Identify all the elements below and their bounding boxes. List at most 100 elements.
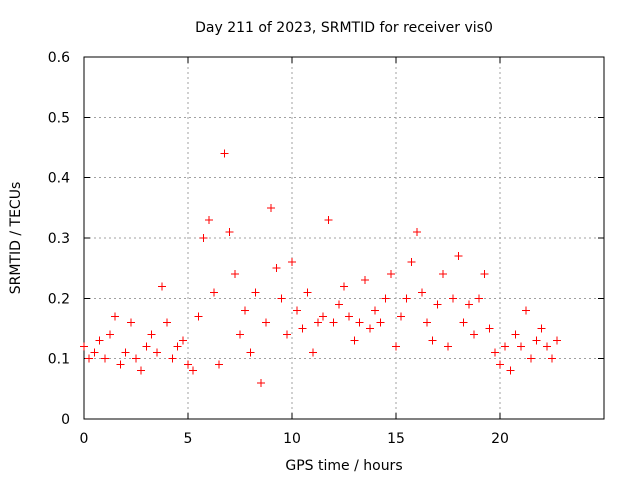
data-point-0-19 — [178, 336, 187, 345]
data-point-0-37 — [272, 264, 281, 273]
data-point-0-75 — [470, 330, 478, 339]
data-point-0-7 — [116, 360, 125, 369]
data-point-0-28 — [225, 227, 234, 236]
data-point-0-9 — [126, 318, 135, 327]
y-tick-label-2: 0.2 — [48, 291, 70, 307]
data-point-0-27 — [220, 149, 229, 158]
data-point-0-4 — [100, 354, 109, 363]
data-point-0-78 — [485, 324, 494, 333]
data-point-0-53 — [355, 318, 364, 327]
data-point-0-51 — [345, 312, 354, 321]
data-point-0-10 — [132, 354, 140, 363]
data-point-0-58 — [381, 294, 390, 303]
data-point-0-40 — [288, 258, 296, 267]
data-point-0-1 — [85, 354, 94, 363]
data-point-0-42 — [298, 324, 307, 333]
data-point-0-55 — [366, 324, 374, 333]
data-point-0-84 — [516, 342, 525, 351]
data-point-0-76 — [475, 294, 484, 303]
chart-title: Day 211 of 2023, SRMTID for receiver vis… — [195, 20, 493, 36]
x-tick-label-4: 20 — [491, 431, 509, 447]
data-point-0-68 — [433, 300, 442, 309]
data-point-0-62 — [402, 294, 411, 303]
y-tick-label-4: 0.4 — [48, 171, 70, 187]
data-point-0-46 — [319, 312, 328, 321]
data-point-0-83 — [511, 330, 520, 339]
y-tick-label-0: 0 — [61, 412, 70, 428]
data-point-0-57 — [376, 318, 385, 327]
data-point-0-48 — [329, 318, 338, 327]
x-tick-label-2: 10 — [283, 431, 301, 447]
data-point-0-60 — [392, 342, 400, 351]
x-tick-label-0: 0 — [80, 431, 89, 447]
data-point-0-56 — [371, 306, 380, 315]
data-point-0-90 — [548, 354, 556, 363]
data-point-0-29 — [230, 270, 239, 279]
data-point-0-18 — [173, 342, 182, 351]
y-axis: 0 0.1 0.2 0.3 0.4 0.5 0.6 — [48, 50, 604, 428]
data-point-0-13 — [147, 330, 156, 339]
data-points — [80, 149, 562, 387]
data-point-0-20 — [184, 360, 192, 369]
data-point-0-81 — [501, 342, 510, 351]
data-point-0-34 — [256, 378, 265, 387]
data-point-0-22 — [194, 312, 203, 321]
data-point-0-59 — [386, 270, 395, 279]
data-point-0-21 — [189, 366, 198, 375]
data-point-0-52 — [350, 336, 359, 345]
data-point-0-11 — [137, 366, 146, 375]
data-point-0-16 — [163, 318, 172, 327]
data-point-0-64 — [412, 227, 421, 236]
data-point-0-69 — [438, 270, 447, 279]
data-point-0-87 — [532, 336, 541, 345]
data-point-0-61 — [397, 312, 406, 321]
data-point-0-91 — [553, 336, 562, 345]
data-point-0-86 — [527, 354, 536, 363]
data-point-0-73 — [459, 318, 468, 327]
x-tick-label-3: 15 — [387, 431, 405, 447]
grid-lines — [84, 57, 604, 419]
data-point-0-25 — [210, 288, 218, 297]
data-point-0-32 — [246, 348, 255, 357]
y-tick-label-3: 0.3 — [48, 231, 70, 247]
data-point-0-54 — [360, 276, 369, 285]
data-point-0-26 — [215, 360, 224, 369]
data-point-0-82 — [506, 366, 515, 375]
data-point-0-63 — [407, 258, 416, 267]
data-point-0-24 — [204, 215, 213, 224]
data-point-0-12 — [142, 342, 151, 351]
data-point-0-47 — [324, 215, 333, 224]
data-point-0-88 — [537, 324, 546, 333]
data-point-0-23 — [199, 234, 208, 242]
data-point-0-38 — [277, 294, 286, 303]
data-point-0-79 — [490, 348, 499, 357]
data-point-0-39 — [282, 330, 291, 339]
data-point-0-66 — [423, 318, 432, 327]
x-axis: 0 5 10 15 20 — [80, 57, 509, 447]
data-point-0-72 — [454, 252, 463, 261]
data-point-0-50 — [340, 282, 348, 291]
data-point-0-15 — [158, 282, 166, 291]
y-tick-label-1: 0.1 — [48, 352, 70, 368]
data-point-0-17 — [168, 354, 177, 363]
data-point-0-35 — [262, 318, 270, 327]
y-tick-label-5: 0.5 — [48, 110, 70, 126]
data-point-0-31 — [241, 306, 250, 315]
data-point-0-80 — [496, 360, 504, 369]
data-point-0-36 — [267, 203, 276, 212]
data-point-0-6 — [111, 312, 120, 321]
x-axis-label: GPS time / hours — [285, 458, 402, 474]
x-tick-label-1: 5 — [184, 431, 193, 447]
data-point-0-67 — [428, 336, 437, 345]
y-axis-label: SRMTID / TECUs — [8, 182, 24, 295]
data-point-0-44 — [308, 348, 317, 357]
data-point-0-14 — [152, 348, 161, 357]
data-point-0-8 — [121, 348, 130, 357]
data-point-0-0 — [80, 342, 88, 351]
data-point-0-74 — [464, 300, 473, 309]
data-point-0-70 — [444, 342, 452, 351]
data-point-0-2 — [90, 348, 99, 357]
data-point-0-71 — [449, 294, 458, 303]
data-point-0-30 — [236, 330, 244, 339]
